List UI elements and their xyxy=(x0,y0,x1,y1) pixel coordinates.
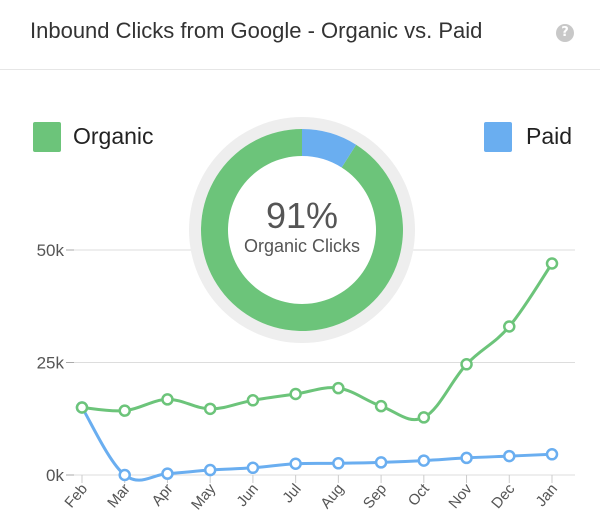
data-point-organic[interactable] xyxy=(503,320,516,333)
donut-base xyxy=(201,129,403,331)
data-point-organic[interactable] xyxy=(332,381,345,395)
data-point-paid[interactable] xyxy=(545,448,559,461)
x-tick-label: Jun xyxy=(233,481,262,510)
y-tick-label: 25k xyxy=(37,354,65,373)
data-point-organic[interactable] xyxy=(374,399,388,413)
data-point-paid[interactable] xyxy=(460,451,473,465)
x-tick-label: Jul xyxy=(279,481,304,507)
data-point-paid[interactable] xyxy=(332,457,345,470)
x-tick-label: Nov xyxy=(445,480,475,512)
series-paid xyxy=(75,401,559,482)
widget-title: Inbound Clicks from Google - Organic vs.… xyxy=(30,18,483,43)
data-point-organic[interactable] xyxy=(203,402,217,416)
data-point-paid[interactable] xyxy=(503,449,516,463)
data-point-paid[interactable] xyxy=(161,467,174,480)
data-point-organic[interactable] xyxy=(460,358,473,371)
data-point-organic[interactable] xyxy=(417,411,431,424)
x-tick-label: Aug xyxy=(317,481,347,512)
legend-swatch-organic xyxy=(33,122,61,152)
data-point-organic[interactable] xyxy=(246,394,260,407)
widget-header: Inbound Clicks from Google - Organic vs.… xyxy=(0,0,600,70)
x-tick-label: Dec xyxy=(488,480,518,512)
x-tick-label: May xyxy=(188,480,220,513)
data-point-paid[interactable] xyxy=(118,468,131,482)
data-point-paid[interactable] xyxy=(417,454,431,467)
x-tick-label: Apr xyxy=(148,481,176,510)
x-tick-label: Sep xyxy=(360,481,390,512)
x-tick-label: Jan xyxy=(532,481,561,510)
question-circle-icon[interactable]: ? xyxy=(556,24,574,42)
data-point-organic[interactable] xyxy=(75,401,89,414)
legend-label-organic: Organic xyxy=(73,123,154,149)
series-line-paid xyxy=(80,406,553,482)
legend-swatch-paid xyxy=(484,122,512,152)
legend-label-paid: Paid xyxy=(526,123,573,149)
y-tick-label: 50k xyxy=(37,241,65,260)
x-tick-label: Oct xyxy=(405,480,434,509)
data-point-organic[interactable] xyxy=(161,393,174,406)
y-tick-label: 0k xyxy=(46,466,64,485)
donut-center-label: Organic Clicks xyxy=(244,236,360,256)
donut-slice-paid[interactable] xyxy=(302,129,357,168)
x-tick-label: Mar xyxy=(104,481,134,512)
x-tick-label: Feb xyxy=(61,481,91,512)
data-point-paid[interactable] xyxy=(289,457,302,470)
donut-center-value: 91% xyxy=(266,195,338,236)
data-point-paid[interactable] xyxy=(374,456,388,469)
series-organic xyxy=(75,257,559,424)
donut-chart: 91%Organic Clicks xyxy=(189,117,415,343)
data-point-organic[interactable] xyxy=(545,257,559,270)
data-point-organic[interactable] xyxy=(289,387,302,401)
data-point-paid[interactable] xyxy=(203,463,217,477)
data-point-organic[interactable] xyxy=(118,404,131,417)
data-point-paid[interactable] xyxy=(246,461,260,475)
